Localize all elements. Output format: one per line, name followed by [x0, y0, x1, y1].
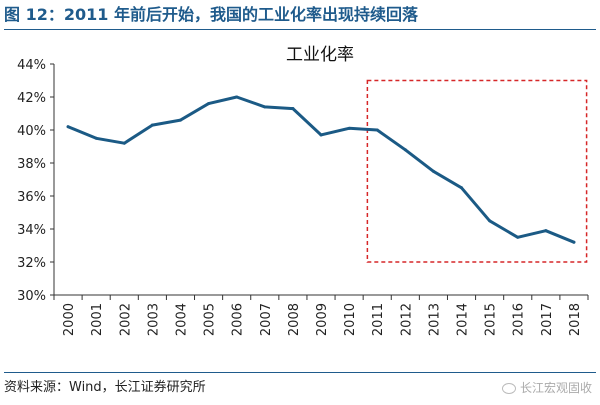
- y-tick-label: 36%: [17, 190, 46, 205]
- data-point: [431, 169, 435, 173]
- x-tick-label: 2017: [540, 303, 555, 336]
- x-tick-label: 2015: [484, 303, 499, 336]
- industrialization-line-chart: 工业化率 30%32%34%36%38%40%42%44% 2000 2001 20…: [17, 45, 589, 336]
- x-tick-label: 2002: [118, 303, 133, 336]
- wechat-icon: [501, 382, 516, 394]
- chart-title: 工业化率: [286, 45, 354, 65]
- highlight-box: [366, 79, 588, 263]
- data-point: [572, 240, 576, 244]
- x-tick-label: 2014: [456, 303, 471, 336]
- x-tick-label: 2010: [343, 303, 358, 336]
- x-tick-label: 2009: [315, 303, 330, 336]
- data-point: [516, 235, 520, 239]
- data-point: [403, 148, 407, 152]
- data-point: [460, 186, 464, 190]
- data-point: [94, 136, 98, 140]
- data-point: [488, 219, 492, 223]
- data-point: [291, 107, 295, 111]
- series-line: [66, 95, 576, 244]
- data-point: [347, 126, 351, 130]
- data-point: [150, 123, 154, 127]
- y-tick-label: 40%: [17, 124, 46, 139]
- x-tick-label: 2003: [146, 303, 161, 336]
- x-tick-label: 2008: [287, 303, 302, 336]
- x-tick-label: 2006: [231, 303, 246, 336]
- x-tick-label: 2018: [568, 303, 583, 336]
- data-point: [178, 118, 182, 122]
- source-note: 资料来源：Wind，长江证券研究所: [4, 380, 206, 395]
- data-point: [544, 229, 548, 233]
- x-tick-labels: 2000 2001 2002 2003 2004 2005 2006 2007 2008 2009…: [62, 303, 583, 336]
- y-tick-label: 44%: [17, 58, 46, 73]
- x-tick-label: 2011: [371, 303, 386, 336]
- y-tick-label: 32%: [17, 256, 46, 271]
- x-tick-label: 2013: [427, 303, 442, 336]
- x-tick-label: 2001: [90, 303, 105, 336]
- x-tick-label: 2016: [512, 303, 527, 336]
- x-tick-label: 2007: [259, 303, 274, 336]
- x-tick-label: 2005: [203, 303, 218, 336]
- x-tick-label: 2004: [174, 303, 189, 336]
- highlight-box-group: [366, 79, 588, 263]
- y-tick-label: 38%: [17, 157, 46, 172]
- data-point: [122, 141, 126, 145]
- title-divider: [4, 29, 596, 30]
- data-point: [66, 125, 70, 129]
- y-tick-label: 42%: [17, 91, 46, 106]
- footer-divider: [4, 372, 596, 373]
- data-point: [207, 102, 211, 106]
- data-point: [319, 133, 323, 137]
- data-point: [263, 105, 267, 109]
- series-group: [66, 95, 576, 244]
- y-tick-labels: 30% 32% 34% 36% 38% 40% 42% 44%: [17, 58, 46, 304]
- watermark: 长江宏观固收: [501, 378, 592, 398]
- data-point: [375, 128, 379, 132]
- data-point: [235, 95, 239, 99]
- watermark-text: 长江宏观固收: [519, 381, 592, 395]
- x-tick-label: 2012: [399, 303, 414, 336]
- chart-axes: [50, 63, 589, 300]
- figure-title: 图 12：2011 年前后开始，我国的工业化率出现持续回落: [4, 5, 418, 24]
- x-tick-label: 2000: [62, 303, 77, 336]
- y-tick-label: 34%: [17, 223, 46, 238]
- y-tick-label: 30%: [17, 289, 46, 304]
